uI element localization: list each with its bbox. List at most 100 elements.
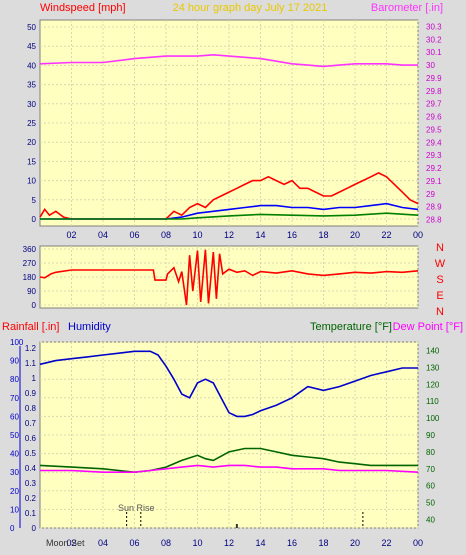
temperature-tick-label: 60: [426, 482, 435, 491]
x-tick-label: 14: [255, 538, 265, 548]
barometer-tick-label: 29.8: [426, 87, 442, 96]
barometer-tick-label: 30.1: [426, 48, 442, 57]
windspeed-tick-label: 10: [27, 177, 36, 186]
rainfall-tick-label: 0.6: [25, 434, 37, 443]
rainfall-tick-label: 1: [32, 374, 37, 383]
moon-set-label: Moon Set: [46, 538, 85, 548]
sun-rise-label: Sun Rise: [118, 503, 155, 513]
x-tick-label: 18: [318, 230, 328, 240]
x-tick-label: 06: [129, 230, 139, 240]
direction-tick-label: 180: [23, 273, 37, 282]
sun-moon-markers: [126, 512, 364, 528]
barometer-tick-label: 29.7: [426, 100, 442, 109]
windspeed-label: Windspeed [mph]: [40, 2, 126, 14]
humidity-tick-label: 40: [10, 450, 19, 459]
rainfall-tick-label: 0.4: [25, 464, 37, 473]
humidity-tick-label: 20: [10, 487, 19, 496]
rainfall-tick-label: 0.3: [25, 479, 37, 488]
windspeed-tick-label: 50: [27, 23, 36, 32]
series-line-average: [40, 202, 419, 220]
x-tick-label: 22: [381, 230, 391, 240]
humidity-tick-label: 90: [10, 357, 19, 366]
x-tick-label: 08: [161, 230, 171, 240]
x-tick-label: 22: [381, 538, 391, 548]
dew-point-label: Dew Point [°F]: [393, 321, 463, 333]
x-tick-label: 14: [255, 230, 265, 240]
x-tick-label: 20: [350, 230, 360, 240]
rainfall-tick-label: 0.7: [25, 419, 37, 428]
wind-baro-series: [39, 53, 419, 220]
barometer-tick-label: 30.2: [426, 35, 442, 44]
rainfall-tick-label: 0: [32, 524, 37, 533]
x-tick-label: 04: [98, 230, 108, 240]
compass-label: N: [436, 242, 444, 254]
barometer-tick-label: 29.3: [426, 151, 442, 160]
rainfall-tick-label: 0.2: [25, 494, 37, 503]
humidity-tick-label: 30: [10, 468, 19, 477]
humidity-tick-label: 0: [10, 524, 15, 533]
windspeed-tick-label: 20: [27, 138, 36, 147]
direction-tick-label: 270: [23, 259, 37, 268]
windspeed-tick-label: 40: [27, 61, 36, 70]
x-tick-label: 10: [192, 538, 202, 548]
direction-tick-label: 0: [32, 301, 37, 310]
compass-label: W: [435, 258, 446, 270]
humidity-axis: 0 10 20 30 40 50 60 70 80 90 100: [10, 338, 24, 533]
rainfall-tick-label: 0.5: [25, 449, 37, 458]
barometer-tick-label: 28.9: [426, 203, 442, 212]
series-line-low: [40, 212, 419, 220]
x-tick-label: 04: [98, 538, 108, 548]
x-tick-label: 16: [287, 230, 297, 240]
humidity-tick-label: 100: [10, 338, 24, 347]
rainfall-tick-label: 0.8: [25, 404, 37, 413]
temperature-tick-label: 50: [426, 499, 435, 508]
barometer-tick-label: 30: [426, 61, 435, 70]
x-tick-label: 18: [318, 538, 328, 548]
wind-direction-series: [39, 249, 419, 306]
direction-tick-label: 90: [27, 287, 36, 296]
compass-label: S: [436, 274, 443, 286]
temperature-label: Temperature [°F]: [310, 321, 392, 333]
barometer-tick-label: 29.9: [426, 74, 442, 83]
windspeed-tick-label: 35: [27, 81, 36, 90]
barometer-tick-label: 29.6: [426, 113, 442, 122]
compass-label: E: [436, 290, 443, 302]
rainfall-tick-label: 0.1: [25, 509, 37, 518]
x-tick-label: 10: [192, 230, 202, 240]
x-tick-label: 02: [66, 230, 76, 240]
temperature-tick-label: 120: [426, 380, 440, 389]
rainfall-label: Rainfall [.in]: [2, 321, 59, 333]
series-line-dew-point: [40, 464, 419, 473]
wind-direction-degree-axis: 0 90 180 270 360: [23, 245, 37, 310]
barometer-tick-label: 29.2: [426, 164, 442, 173]
temperature-tick-label: 100: [426, 414, 440, 423]
windspeed-tick-label: 25: [27, 119, 36, 128]
barometer-axis: 28.8 28.9 29 29.1 29.2 29.3 29.4 29.5 29.6 29.7 29…: [426, 22, 442, 224]
barometer-tick-label: 30.3: [426, 22, 442, 31]
barometer-tick-label: 28.8: [426, 216, 442, 225]
x-tick-label: 08: [161, 538, 171, 548]
x-tick-label: 12: [224, 230, 234, 240]
humidity-label: Humidity: [68, 321, 111, 333]
windspeed-tick-label: 0: [32, 215, 37, 224]
windspeed-axis: 0 5 10 15 20 25 30 35 40 45 50: [27, 23, 36, 224]
x-tick-label: 16: [287, 538, 297, 548]
humidity-tick-label: 80: [10, 375, 19, 384]
compass-label: N: [436, 306, 444, 318]
humidity-tick-label: 50: [10, 431, 19, 440]
series-line-gust: [39, 172, 419, 220]
barometer-tick-label: 29.1: [426, 177, 442, 186]
windspeed-tick-label: 30: [27, 100, 36, 109]
wind-baro-grid: [40, 20, 419, 226]
rainfall-tick-label: 1.2: [25, 344, 37, 353]
windspeed-tick-label: 5: [32, 196, 37, 205]
x-tick-label: 12: [224, 538, 234, 548]
temperature-tick-label: 140: [426, 346, 440, 355]
wind-baro-x-axis: 02 04 06 08 10 12 14 16 18 20 22 00: [66, 230, 423, 240]
rain-humidity-temp-grid: [40, 341, 419, 529]
x-tick-label: 06: [129, 538, 139, 548]
temperature-tick-label: 130: [426, 363, 440, 372]
rain-humidity-temp-x-axis: 02 04 06 08 10 12 14 16 18 20 22 00: [66, 538, 423, 548]
